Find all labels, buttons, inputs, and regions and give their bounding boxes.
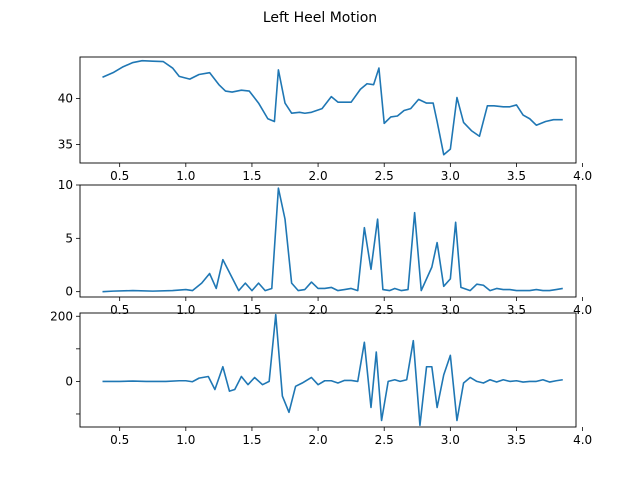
x-tick-label: 3.5 xyxy=(507,169,526,183)
x-tick-label: 4.0 xyxy=(573,169,592,183)
x-tick-label: 2.5 xyxy=(375,169,394,183)
x-tick-label: 4.0 xyxy=(573,303,592,317)
y-tick-label: 35 xyxy=(58,138,73,152)
x-tick-label: 1.5 xyxy=(242,433,261,447)
axes-frame xyxy=(79,184,577,298)
x-tick-label: 0.5 xyxy=(110,433,129,447)
x-tick-label: 3.5 xyxy=(507,433,526,447)
axes-frame xyxy=(79,312,577,428)
x-tick-label: 1.5 xyxy=(242,169,261,183)
x-tick-label: 3.0 xyxy=(441,433,460,447)
x-tick-label: 1.0 xyxy=(176,169,195,183)
x-tick-label: 2.5 xyxy=(375,433,394,447)
y-tick-label: 0 xyxy=(65,374,73,388)
x-tick-label: 2.0 xyxy=(309,303,328,317)
figure-title: Left Heel Motion xyxy=(263,10,377,26)
subplot-2: 0.5 1.0 1.5 2.0 2.5 3.0 3.5 4.0 0 5 10 xyxy=(58,178,592,317)
x-tick-label: 2.0 xyxy=(309,433,328,447)
x-tick-label: 1.0 xyxy=(176,433,195,447)
x-tick-label: 3.0 xyxy=(441,303,460,317)
x-tick-label: 2.5 xyxy=(375,303,394,317)
x-tick-label: 1.0 xyxy=(176,303,195,317)
y-tick-label: 10 xyxy=(58,178,73,192)
x-tick-label: 2.0 xyxy=(309,169,328,183)
y-tick-label: 40 xyxy=(58,91,73,105)
x-tick-label: 3.5 xyxy=(507,303,526,317)
x-tick-label: 1.5 xyxy=(242,303,261,317)
axes-frame xyxy=(79,56,577,164)
x-tick-label: 0.5 xyxy=(110,169,129,183)
y-tick-label: 0 xyxy=(65,285,73,299)
x-tick-label: 3.0 xyxy=(441,169,460,183)
x-tick-label: 0.5 xyxy=(110,303,129,317)
y-tick-label: 200 xyxy=(50,309,73,323)
series-line-1-1 xyxy=(102,59,563,156)
x-tick-label: 4.0 xyxy=(573,433,592,447)
series-line-2-1 xyxy=(102,187,563,293)
series-line-3-1 xyxy=(102,313,563,427)
subplot-3: 0.5 1.0 1.5 2.0 2.5 3.0 3.5 4.0 0 200 xyxy=(50,309,592,447)
y-tick-label: 5 xyxy=(65,231,73,245)
subplot-1: 0.5 1.0 1.5 2.0 2.5 3.0 3.5 4.0 35 40 xyxy=(58,56,592,183)
